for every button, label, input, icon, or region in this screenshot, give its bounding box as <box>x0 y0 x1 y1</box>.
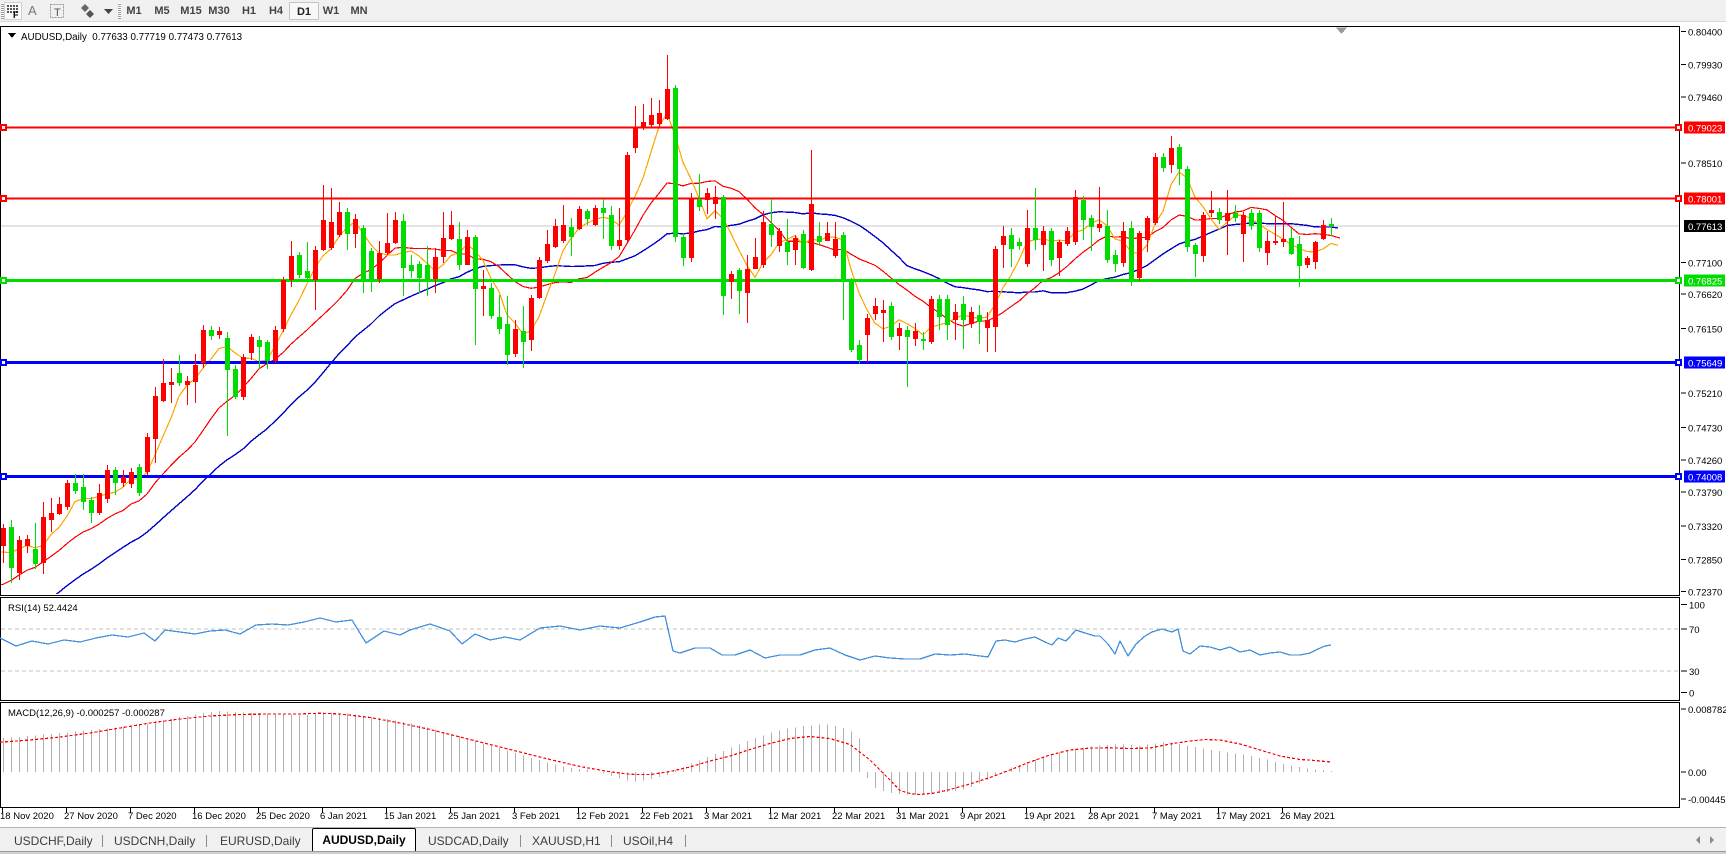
svg-text:15 Jan 2021: 15 Jan 2021 <box>384 811 436 822</box>
svg-text:0.73320: 0.73320 <box>1688 522 1722 533</box>
svg-text:3 Mar 2021: 3 Mar 2021 <box>704 811 752 822</box>
svg-text:7 May 2021: 7 May 2021 <box>1152 811 1202 822</box>
svg-text:19 Apr 2021: 19 Apr 2021 <box>1024 811 1075 822</box>
svg-text:0.78510: 0.78510 <box>1688 159 1722 170</box>
svg-text:22 Mar 2021: 22 Mar 2021 <box>832 811 885 822</box>
svg-text:0.72850: 0.72850 <box>1688 555 1722 566</box>
svg-text:27 Nov 2020: 27 Nov 2020 <box>64 811 118 822</box>
svg-text:100: 100 <box>1689 601 1705 612</box>
svg-text:16 Dec 2020: 16 Dec 2020 <box>192 811 246 822</box>
svg-text:MACD(12,26,9) -0.000257 -0.000: MACD(12,26,9) -0.000257 -0.000287 <box>8 708 165 719</box>
svg-text:7 Dec 2020: 7 Dec 2020 <box>128 811 177 822</box>
svg-text:0.79460: 0.79460 <box>1688 93 1722 104</box>
svg-text:18 Nov 2020: 18 Nov 2020 <box>0 811 54 822</box>
svg-text:6 Jan 2021: 6 Jan 2021 <box>320 811 367 822</box>
svg-text:9 Apr 2021: 9 Apr 2021 <box>960 811 1006 822</box>
svg-text:0.79023: 0.79023 <box>1688 124 1722 135</box>
svg-text:0.76620: 0.76620 <box>1688 290 1722 301</box>
svg-text:3 Feb 2021: 3 Feb 2021 <box>512 811 560 822</box>
svg-text:0.80400: 0.80400 <box>1688 28 1722 39</box>
svg-text:0.74730: 0.74730 <box>1688 423 1722 434</box>
svg-text:28 Apr 2021: 28 Apr 2021 <box>1088 811 1139 822</box>
svg-text:0.76825: 0.76825 <box>1688 277 1722 288</box>
svg-text:0.75210: 0.75210 <box>1688 389 1722 400</box>
svg-text:25 Dec 2020: 25 Dec 2020 <box>256 811 310 822</box>
svg-text:0.74260: 0.74260 <box>1688 456 1722 467</box>
svg-text:F: F <box>13 10 19 20</box>
svg-text:0.73790: 0.73790 <box>1688 488 1722 499</box>
svg-text:0.75649: 0.75649 <box>1688 359 1722 370</box>
svg-text:25 Jan 2021: 25 Jan 2021 <box>448 811 500 822</box>
svg-text:0.77613: 0.77613 <box>1688 222 1722 233</box>
svg-text:0.76150: 0.76150 <box>1688 325 1722 336</box>
svg-text:0.74008: 0.74008 <box>1688 473 1722 484</box>
svg-text:0: 0 <box>1689 689 1694 700</box>
svg-text:0.00: 0.00 <box>1688 768 1707 779</box>
svg-text:12 Feb 2021: 12 Feb 2021 <box>576 811 629 822</box>
svg-text:0.78001: 0.78001 <box>1688 195 1722 206</box>
svg-text:31 Mar 2021: 31 Mar 2021 <box>896 811 949 822</box>
svg-text:T: T <box>54 7 61 19</box>
svg-text:30: 30 <box>1689 667 1700 678</box>
svg-text:0.72370: 0.72370 <box>1688 588 1722 599</box>
svg-text:12 Mar 2021: 12 Mar 2021 <box>768 811 821 822</box>
svg-text:70: 70 <box>1689 625 1700 636</box>
svg-text:22 Feb 2021: 22 Feb 2021 <box>640 811 693 822</box>
svg-text:17 May 2021: 17 May 2021 <box>1216 811 1271 822</box>
svg-text:AUDUSD,Daily 0.77633 0.77719: AUDUSD,Daily 0.77633 0.77719 0.77473 0.7… <box>21 32 243 43</box>
svg-text:RSI(14) 52.4424: RSI(14) 52.4424 <box>8 603 78 614</box>
svg-text:0.008782: 0.008782 <box>1688 705 1726 716</box>
svg-text:26 May 2021: 26 May 2021 <box>1280 811 1335 822</box>
svg-text:0.79930: 0.79930 <box>1688 60 1722 71</box>
svg-text:0.77100: 0.77100 <box>1688 259 1722 270</box>
